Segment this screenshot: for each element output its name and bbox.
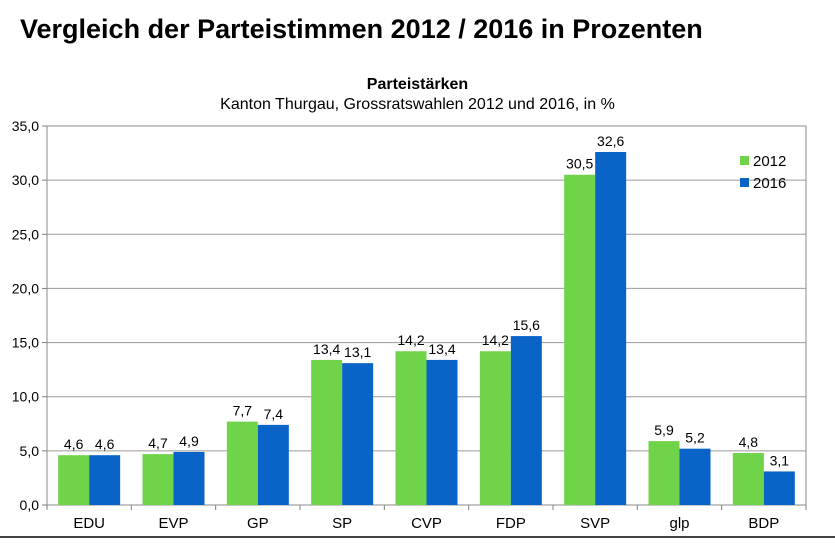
bar-2016-BDP — [763, 471, 795, 505]
x-tick-label: BDP — [748, 515, 779, 532]
x-tick-label: FDP — [496, 515, 526, 532]
legend-label-2012: 2012 — [753, 153, 786, 170]
data-label-2016-EDU: 4,6 — [95, 436, 115, 452]
data-label-2016-BDP: 3,1 — [770, 452, 790, 468]
x-tick-label: GP — [247, 515, 269, 532]
bar-2012-EVP — [142, 454, 174, 505]
bar-2016-SVP — [595, 151, 627, 505]
y-tick-label: 10,0 — [12, 389, 39, 405]
data-label-2012-CVP: 14,2 — [397, 332, 424, 348]
bottom-rule — [0, 536, 835, 538]
bar-2016-GP — [257, 424, 289, 505]
data-label-2012-SVP: 30,5 — [566, 156, 593, 172]
y-tick-label: 0,0 — [20, 497, 40, 513]
data-label-2012-GP: 7,7 — [233, 403, 253, 419]
page-title: Vergleich der Parteistimmen 2012 / 2016 … — [20, 14, 703, 44]
data-label-2012-SP: 13,4 — [313, 341, 340, 357]
bar-2012-GP — [226, 421, 258, 505]
bar-2012-SVP — [564, 174, 596, 505]
data-label-2012-glp: 5,9 — [654, 422, 674, 438]
data-label-2016-CVP: 13,4 — [428, 341, 455, 357]
y-tick-label: 25,0 — [12, 226, 39, 242]
bar-2016-EVP — [173, 451, 205, 505]
data-label-2012-EVP: 4,7 — [148, 435, 168, 451]
chart-title: Parteistärken — [366, 76, 469, 93]
bar-2016-glp — [679, 448, 711, 505]
x-tick-label: EDU — [73, 515, 105, 532]
legend-swatch-2016 — [740, 178, 749, 187]
x-tick-label: SP — [332, 515, 352, 532]
data-label-2012-BDP: 4,8 — [739, 434, 759, 450]
y-tick-label: 5,0 — [20, 443, 40, 459]
bar-2012-CVP — [395, 351, 427, 505]
data-label-2012-FDP: 14,2 — [482, 332, 509, 348]
y-tick-label: 30,0 — [12, 172, 39, 188]
bar-2012-EDU — [58, 455, 90, 505]
legend-label-2016: 2016 — [753, 175, 786, 192]
bar-2012-BDP — [732, 453, 764, 505]
bar-2012-SP — [311, 359, 343, 505]
x-tick-label: glp — [669, 515, 689, 532]
x-tick-label: EVP — [158, 515, 188, 532]
y-tick-label: 20,0 — [12, 280, 39, 296]
legend-swatch-2012 — [740, 156, 749, 165]
data-label-2016-SP: 13,1 — [344, 344, 371, 360]
y-tick-label: 35,0 — [12, 118, 39, 134]
data-label-2016-glp: 5,2 — [685, 430, 705, 446]
data-label-2012-EDU: 4,6 — [64, 436, 84, 452]
data-label-2016-SVP: 32,6 — [597, 133, 624, 149]
data-label-2016-FDP: 15,6 — [513, 317, 540, 333]
data-label-2016-GP: 7,4 — [264, 406, 284, 422]
x-tick-label: CVP — [411, 515, 442, 532]
x-tick-label: SVP — [580, 515, 610, 532]
bar-2012-FDP — [479, 351, 511, 505]
bar-2012-glp — [648, 441, 680, 505]
chart-subtitle: Kanton Thurgau, Grossratswahlen 2012 und… — [220, 96, 615, 113]
bar-2016-EDU — [89, 455, 121, 505]
bar-2016-FDP — [510, 336, 542, 505]
bar-2016-CVP — [426, 359, 458, 505]
bar-2016-SP — [342, 363, 374, 505]
data-label-2016-EVP: 4,9 — [179, 433, 199, 449]
y-tick-label: 15,0 — [12, 335, 39, 351]
